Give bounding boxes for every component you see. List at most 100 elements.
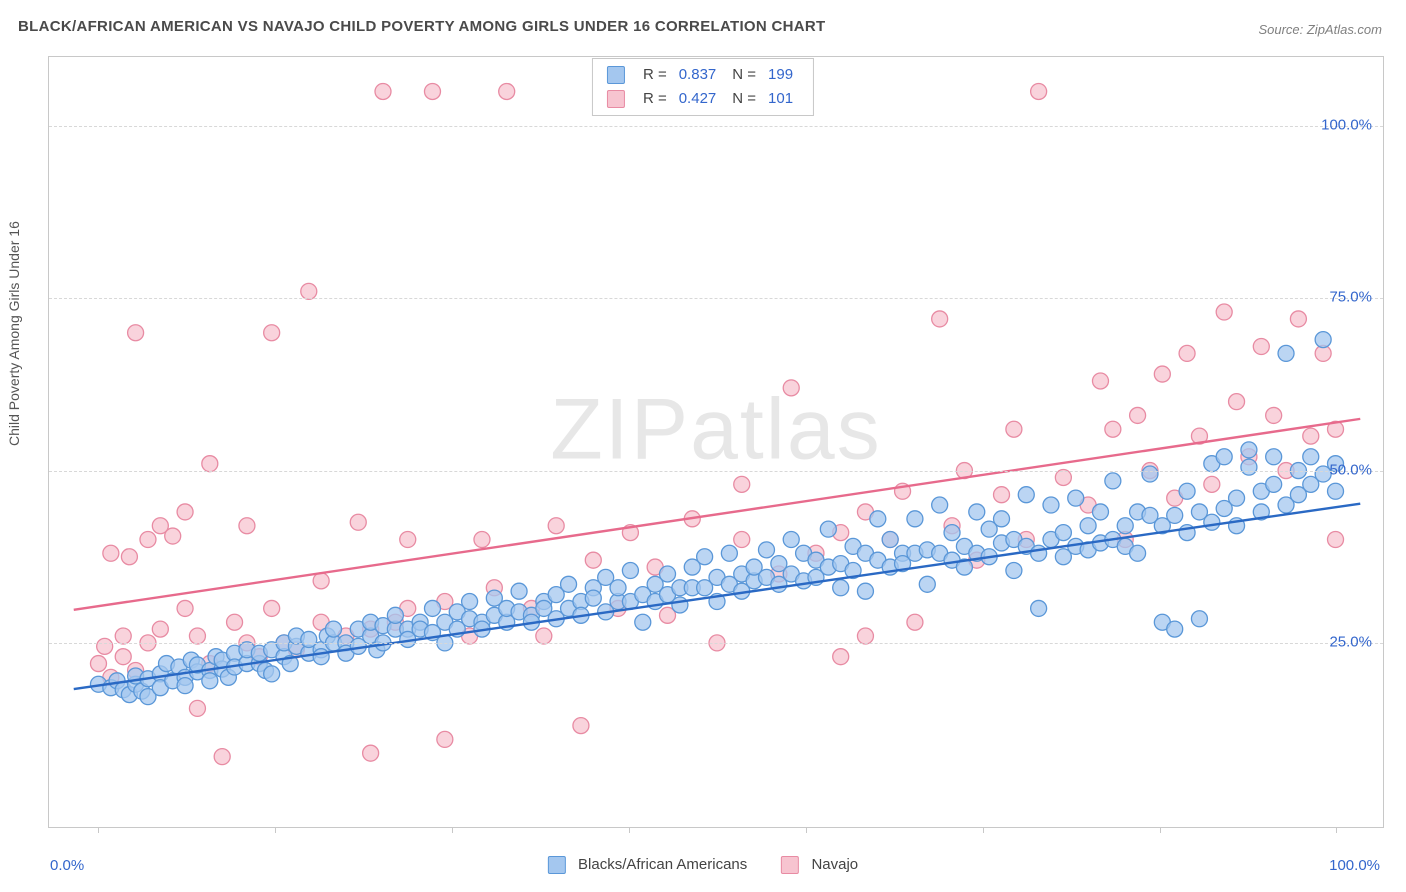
- data-point-blue: [1241, 459, 1257, 475]
- bottom-legend: Blacks/African Americans Navajo: [548, 856, 858, 874]
- data-point-pink: [474, 532, 490, 548]
- x-tick: [629, 827, 630, 833]
- data-point-pink: [202, 456, 218, 472]
- swatch-pink: [781, 856, 799, 874]
- data-point-pink: [121, 549, 137, 565]
- data-point-blue: [932, 497, 948, 513]
- data-point-blue: [1204, 514, 1220, 530]
- data-point-blue: [561, 576, 577, 592]
- data-point-pink: [301, 283, 317, 299]
- x-max-label: 100.0%: [1329, 857, 1380, 874]
- data-point-pink: [437, 731, 453, 747]
- y-tick-label: 75.0%: [1329, 289, 1372, 306]
- data-point-pink: [499, 83, 515, 99]
- data-point-pink: [1130, 407, 1146, 423]
- data-point-blue: [1315, 332, 1331, 348]
- data-point-blue: [1031, 545, 1047, 561]
- data-point-pink: [165, 528, 181, 544]
- data-point-pink: [115, 649, 131, 665]
- data-point-blue: [585, 590, 601, 606]
- data-point-pink: [1229, 394, 1245, 410]
- y-tick-label: 100.0%: [1321, 116, 1372, 133]
- data-point-pink: [585, 552, 601, 568]
- source-prefix: Source:: [1258, 22, 1306, 37]
- data-point-pink: [350, 514, 366, 530]
- data-point-blue: [1130, 545, 1146, 561]
- data-point-blue: [264, 666, 280, 682]
- data-point-blue: [1142, 466, 1158, 482]
- data-point-blue: [857, 583, 873, 599]
- data-point-pink: [140, 532, 156, 548]
- data-point-pink: [1266, 407, 1282, 423]
- data-point-pink: [1179, 345, 1195, 361]
- data-point-pink: [833, 649, 849, 665]
- data-point-pink: [734, 476, 750, 492]
- data-point-pink: [932, 311, 948, 327]
- data-point-blue: [919, 576, 935, 592]
- stats-row-pink: R = 0.427 N = 101: [607, 87, 799, 111]
- data-point-blue: [1167, 621, 1183, 637]
- n-label: N =: [732, 87, 756, 111]
- plot-area: ZIPatlas: [48, 56, 1384, 828]
- x-tick: [1336, 827, 1337, 833]
- data-point-blue: [1006, 563, 1022, 579]
- data-point-blue: [1167, 507, 1183, 523]
- data-point-blue: [1328, 483, 1344, 499]
- data-point-blue: [326, 621, 342, 637]
- data-point-blue: [610, 580, 626, 596]
- data-point-blue: [424, 600, 440, 616]
- x-tick: [1160, 827, 1161, 833]
- data-point-pink: [264, 600, 280, 616]
- y-axis-title: Child Poverty Among Girls Under 16: [6, 221, 22, 446]
- scatter-svg: [49, 57, 1385, 829]
- data-point-blue: [1303, 449, 1319, 465]
- legend-label-blue: Blacks/African Americans: [578, 856, 747, 873]
- data-point-pink: [152, 621, 168, 637]
- data-point-pink: [239, 518, 255, 534]
- r-label: R =: [643, 63, 667, 87]
- x-min-label: 0.0%: [50, 857, 84, 874]
- data-point-blue: [1216, 449, 1232, 465]
- data-point-pink: [375, 83, 391, 99]
- data-point-pink: [573, 718, 589, 734]
- data-point-blue: [1117, 518, 1133, 534]
- data-point-blue: [721, 545, 737, 561]
- data-point-pink: [1031, 83, 1047, 99]
- data-point-pink: [994, 487, 1010, 503]
- data-point-blue: [994, 511, 1010, 527]
- data-point-blue: [907, 511, 923, 527]
- data-point-blue: [969, 504, 985, 520]
- data-point-blue: [1055, 525, 1071, 541]
- legend-label-pink: Navajo: [811, 856, 858, 873]
- data-point-blue: [1266, 476, 1282, 492]
- data-point-blue: [313, 649, 329, 665]
- data-point-pink: [907, 614, 923, 630]
- data-point-pink: [857, 628, 873, 644]
- data-point-pink: [783, 380, 799, 396]
- data-point-blue: [622, 563, 638, 579]
- data-point-pink: [1092, 373, 1108, 389]
- data-point-pink: [264, 325, 280, 341]
- source-attribution: Source: ZipAtlas.com: [1258, 22, 1382, 37]
- n-value: 101: [768, 87, 793, 111]
- x-tick: [983, 827, 984, 833]
- data-point-blue: [1191, 611, 1207, 627]
- data-point-pink: [103, 545, 119, 561]
- data-point-pink: [1328, 532, 1344, 548]
- data-point-pink: [734, 532, 750, 548]
- data-point-blue: [462, 594, 478, 610]
- y-tick-label: 25.0%: [1329, 633, 1372, 650]
- stats-legend: R = 0.837 N = 199 R = 0.427 N = 101: [592, 58, 814, 116]
- gridline-h: [49, 643, 1383, 644]
- data-point-blue: [758, 542, 774, 558]
- x-tick: [452, 827, 453, 833]
- data-point-pink: [97, 638, 113, 654]
- chart-title: BLACK/AFRICAN AMERICAN VS NAVAJO CHILD P…: [18, 18, 825, 35]
- data-point-pink: [424, 83, 440, 99]
- source-link[interactable]: ZipAtlas.com: [1307, 22, 1382, 37]
- data-point-blue: [635, 614, 651, 630]
- data-point-pink: [548, 518, 564, 534]
- swatch-blue: [548, 856, 566, 874]
- data-point-blue: [882, 532, 898, 548]
- legend-item-pink: Navajo: [781, 856, 858, 874]
